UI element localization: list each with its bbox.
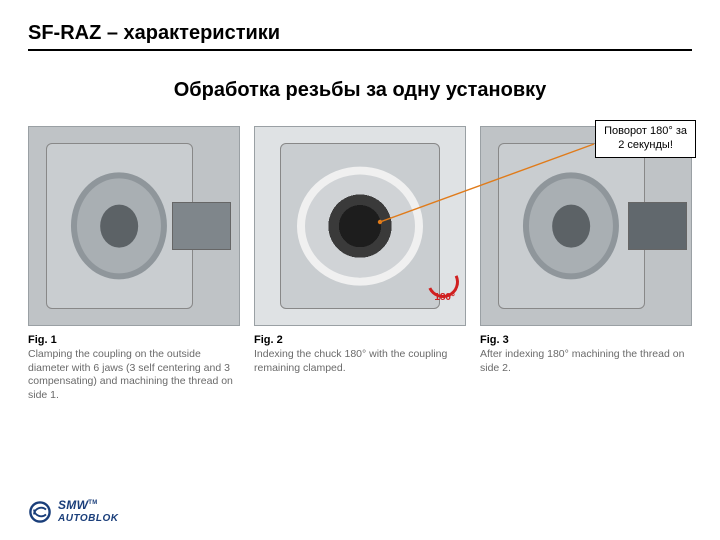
figure-2-label: Fig. 2 xyxy=(254,334,466,346)
callout-line2: 2 секунды! xyxy=(604,139,687,153)
figure-3-label: Fig. 3 xyxy=(480,334,692,346)
rotation-arrow-icon: 180° xyxy=(434,292,455,303)
title-row: SF-RAZ – характеристики xyxy=(28,22,692,51)
callout-box: Поворот 180° за 2 секунды! xyxy=(595,120,696,158)
logo-mark-icon xyxy=(28,500,52,524)
logo-text: SMWTM AUTOBLOK xyxy=(58,499,118,524)
figure-2-caption: Indexing the chuck 180° with the couplin… xyxy=(254,348,466,375)
figure-3-caption: After indexing 180° machining the thread… xyxy=(480,348,692,375)
callout-line1: Поворот 180° за xyxy=(604,125,687,139)
figure-2-image: 180° xyxy=(254,126,466,326)
figure-2: 180° Fig. 2 Indexing the chuck 180° with… xyxy=(254,126,466,403)
page-title: SF-RAZ – характеристики xyxy=(28,22,692,45)
logo-tm: TM xyxy=(88,500,97,506)
subtitle: Обработка резьбы за одну установку xyxy=(28,79,692,102)
logo-brand-top: SMW xyxy=(58,498,88,512)
logo-brand-bottom: AUTOBLOK xyxy=(58,513,118,524)
brand-logo: SMWTM AUTOBLOK xyxy=(28,499,118,524)
figure-row: Поворот 180° за 2 секунды! Fig. 1 Clampi… xyxy=(28,126,692,403)
figure-1: Fig. 1 Clamping the coupling on the outs… xyxy=(28,126,240,403)
figure-3: Fig. 3 After indexing 180° machining the… xyxy=(480,126,692,403)
figure-1-image xyxy=(28,126,240,326)
figure-1-caption: Clamping the coupling on the outside dia… xyxy=(28,348,240,403)
figure-1-label: Fig. 1 xyxy=(28,334,240,346)
